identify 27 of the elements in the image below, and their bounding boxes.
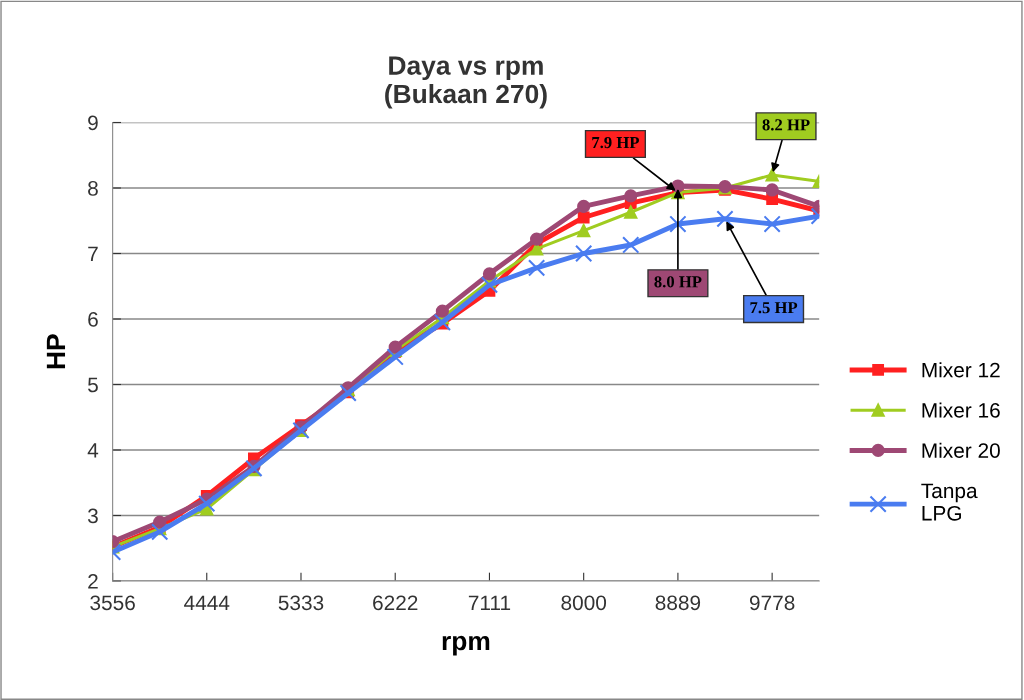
- y-tick-label: 7: [88, 246, 98, 262]
- y-tick-label: 6: [88, 312, 98, 327]
- y-tick-label: 9: [88, 115, 98, 131]
- x-tick-label: 4444: [184, 595, 230, 610]
- x-axis-title: rpm: [442, 635, 490, 656]
- y-tick-label: 3: [87, 508, 98, 524]
- annotation: 8.2 HP: [762, 119, 810, 131]
- x-tick-label: 9778: [749, 595, 795, 611]
- y-tick-label: 4: [87, 443, 99, 458]
- y-tick-label: 5: [88, 377, 98, 393]
- annotation: 7.5 HP: [750, 302, 798, 314]
- chart-title: Daya vs rpm (Bukaan 270): [385, 56, 547, 109]
- x-tick-label: 8889: [655, 595, 701, 611]
- legend-label: Mixer 12: [922, 362, 1000, 378]
- annotation: 7.9 HP: [592, 136, 640, 149]
- legend-label: Mixer 20: [922, 442, 1000, 458]
- x-tick-label: 7111: [468, 595, 511, 610]
- y-tick-label: 2: [88, 574, 98, 589]
- annotation: 8.0 HP: [654, 276, 702, 288]
- y-tick-label: 8: [88, 181, 98, 196]
- x-tick-label: 5333: [278, 595, 324, 611]
- legend-label: Mixer 16: [922, 402, 1000, 418]
- x-tick-label: 3556: [90, 595, 135, 611]
- x-tick-label: 6222: [373, 595, 418, 611]
- legend-label: Tanpa LPG: [921, 483, 978, 521]
- x-tick-label: 8000: [561, 595, 607, 611]
- y-axis-title: HP: [46, 334, 66, 369]
